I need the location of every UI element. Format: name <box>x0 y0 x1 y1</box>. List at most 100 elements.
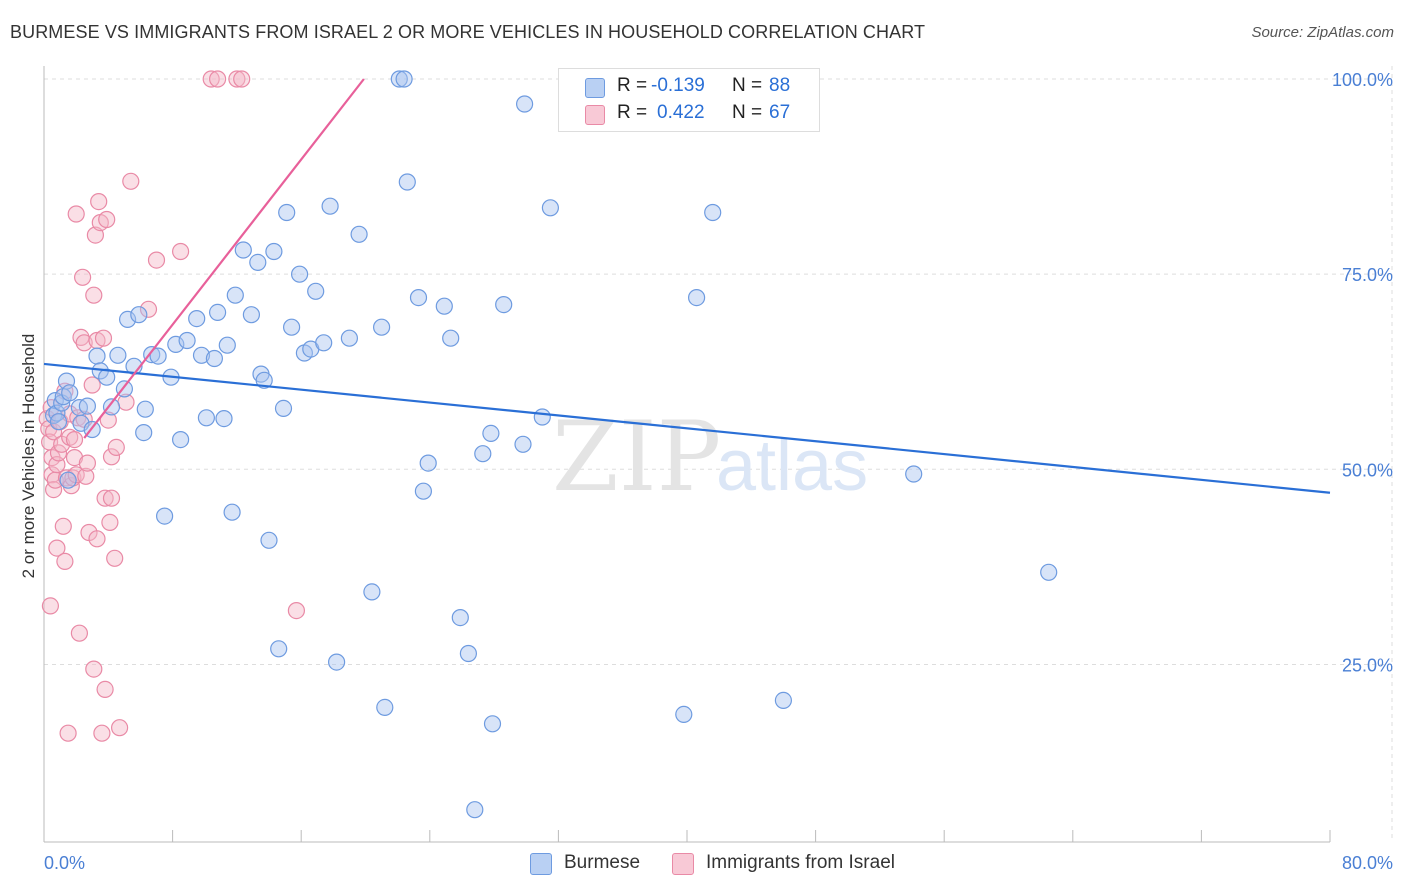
chart-title: BURMESE VS IMMIGRANTS FROM ISRAEL 2 OR M… <box>10 22 926 42</box>
burmese-point <box>143 346 161 364</box>
burmese-point <box>135 424 153 442</box>
burmese-point <box>205 349 223 368</box>
burmese-point <box>167 335 185 353</box>
burmese-r-value: -0.139 <box>651 75 705 96</box>
israel-point <box>287 601 305 620</box>
burmese-swatch <box>585 78 605 98</box>
trend-lines <box>43 78 1331 494</box>
burmese-point <box>192 346 211 364</box>
israel-point <box>88 530 106 548</box>
y-tick-label: 100.0% <box>1332 70 1393 90</box>
burmese-point <box>340 329 358 347</box>
burmese-point <box>270 640 288 658</box>
burmese-point <box>156 507 174 525</box>
israel-point <box>56 552 74 571</box>
series-burmese-points <box>44 70 1058 819</box>
y-axis-label-group: 2 or more Vehicles in Household <box>19 334 38 579</box>
burmese-point <box>514 435 532 453</box>
burmese-point <box>218 336 236 354</box>
burmese-point <box>188 310 206 328</box>
y-tick-label: 50.0% <box>1342 460 1393 480</box>
legend-israel-swatch <box>672 853 694 875</box>
burmese-point <box>260 531 278 549</box>
burmese-point <box>474 445 492 463</box>
israel-point <box>78 454 97 472</box>
burmese-point <box>328 653 346 671</box>
burmese-point <box>1040 563 1058 581</box>
burmese-point <box>265 242 283 261</box>
burmese-point <box>102 398 121 416</box>
burmese-point <box>255 371 273 389</box>
burmese-point <box>350 225 368 243</box>
israel-point <box>59 724 77 742</box>
axes <box>43 66 1331 843</box>
burmese-point <box>515 95 534 113</box>
burmese-point <box>223 503 241 521</box>
israel-point <box>70 624 89 642</box>
burmese-point <box>49 413 68 431</box>
burmese-point <box>774 691 793 710</box>
burmese-point <box>249 253 267 271</box>
burmese-point <box>209 303 227 321</box>
correlation-stats-box: R = -0.139 N = 88 R = 0.422 N = 67 <box>558 68 820 132</box>
watermark-zip: ZIP <box>552 401 721 513</box>
israel-point <box>139 300 158 318</box>
israel-point <box>202 70 220 88</box>
burmese-trend-line <box>43 362 1331 494</box>
burmese-point <box>687 289 706 307</box>
israel-point <box>99 411 117 429</box>
israel-point <box>98 210 116 229</box>
burmese-point <box>197 409 215 427</box>
israel-point <box>67 205 85 223</box>
israel-point <box>85 660 103 678</box>
legend-burmese-swatch <box>530 853 552 875</box>
burmese-point <box>172 431 190 449</box>
israel-point <box>41 597 60 615</box>
israel-point <box>65 431 84 449</box>
legend-israel-label: Immigrants from Israel <box>706 852 895 873</box>
israel-point <box>83 376 101 394</box>
tick-labels: 25.0% 50.0% 75.0% 100.0% 0.0% 80.0% <box>44 70 1393 873</box>
israel-r-value: 0.422 <box>657 102 705 123</box>
israel-point <box>96 489 114 507</box>
israel-point <box>94 329 113 347</box>
series-israel-points <box>38 70 305 742</box>
burmese-point <box>675 705 693 724</box>
burmese-point <box>274 399 293 417</box>
burmese-point <box>459 644 477 663</box>
israel-point <box>54 517 72 535</box>
israel-r-label: R = <box>617 102 648 123</box>
burmese-r-label: R = <box>617 75 648 96</box>
burmese-point <box>414 482 432 500</box>
burmese-point <box>442 329 460 347</box>
burmese-point <box>118 310 137 328</box>
burmese-point <box>419 454 437 472</box>
burmese-point <box>234 241 252 259</box>
y-tick-label: 25.0% <box>1342 655 1393 675</box>
burmese-point <box>283 318 301 336</box>
burmese-point <box>321 197 339 215</box>
israel-point <box>75 334 93 352</box>
israel-point <box>147 251 166 269</box>
israel-point <box>209 70 227 88</box>
burmese-point <box>130 306 148 324</box>
stats-row-israel: R = 0.422 N = 67 <box>559 100 819 128</box>
israel-point <box>107 438 125 456</box>
x-tick-label: 80.0% <box>1342 853 1393 873</box>
israel-point <box>96 680 114 699</box>
israel-point <box>101 513 119 532</box>
burmese-point <box>149 347 167 365</box>
burmese-point <box>109 346 127 364</box>
stats-row-burmese: R = -0.139 N = 88 <box>559 73 819 101</box>
burmese-point <box>409 289 428 307</box>
burmese-point <box>307 282 325 300</box>
burmese-point <box>136 400 154 418</box>
burmese-point <box>483 715 502 733</box>
burmese-point <box>88 347 106 365</box>
burmese-point <box>59 471 77 489</box>
israel-point <box>228 70 246 88</box>
burmese-point <box>226 286 244 304</box>
israel-point <box>110 719 129 737</box>
